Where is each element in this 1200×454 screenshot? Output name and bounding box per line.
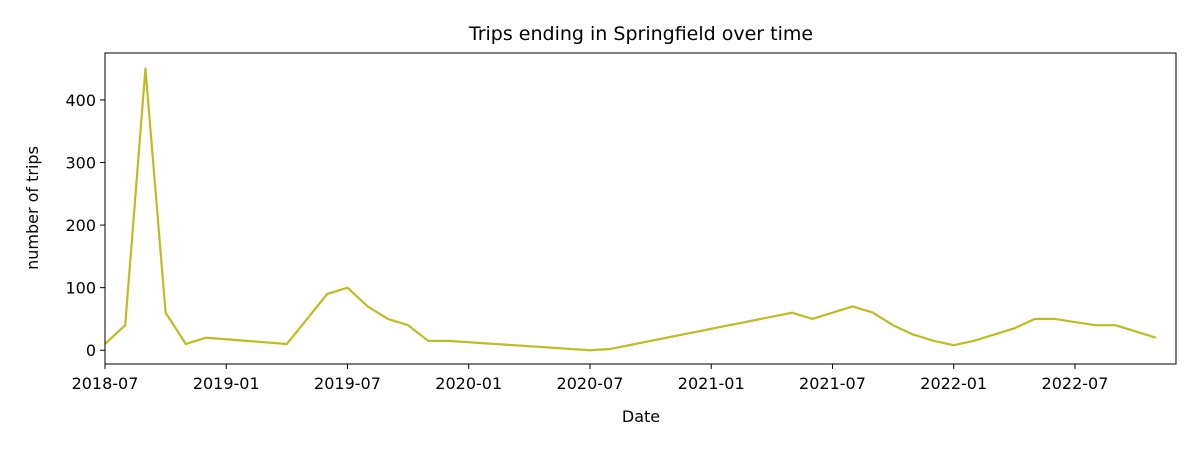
x-tick-label: 2020-01 — [435, 374, 502, 393]
x-tick-label: 2019-01 — [193, 374, 260, 393]
y-tick-label: 400 — [65, 91, 96, 110]
x-tick-label: 2018-07 — [72, 374, 139, 393]
x-axis-label: Date — [622, 407, 660, 426]
y-axis-label: number of trips — [23, 146, 42, 270]
y-tick-label: 300 — [65, 154, 96, 173]
y-tick-label: 100 — [65, 279, 96, 298]
x-tick-label: 2021-07 — [799, 374, 866, 393]
y-tick-label: 200 — [65, 216, 96, 235]
x-tick-label: 2022-07 — [1042, 374, 1109, 393]
x-tick-label: 2022-01 — [920, 374, 987, 393]
data-line — [104, 67, 1157, 352]
plot-frame — [104, 52, 1177, 365]
chart-title: Trips ending in Springfield over time — [468, 23, 813, 45]
x-tick-label: 2020-07 — [557, 374, 624, 393]
x-tick-label: 2019-07 — [314, 374, 381, 393]
x-tick-label: 2021-01 — [678, 374, 745, 393]
y-tick-label: 0 — [86, 341, 96, 360]
